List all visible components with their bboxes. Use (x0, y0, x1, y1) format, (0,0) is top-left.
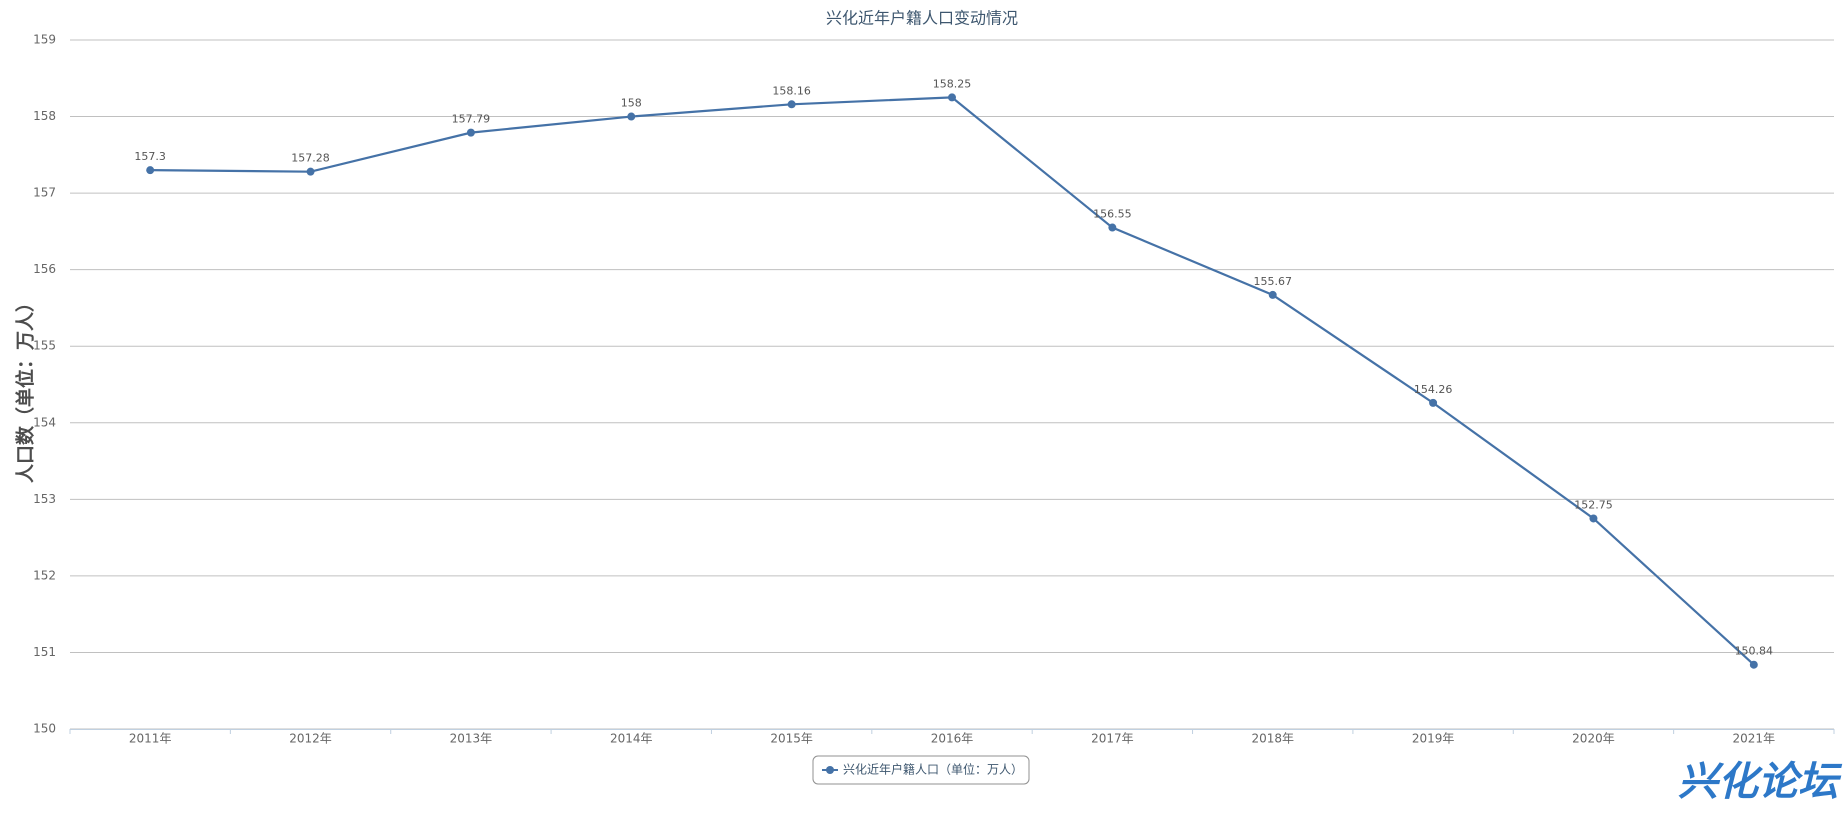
x-tick-label: 2012年 (289, 732, 332, 746)
x-tick-label: 2021年 (1733, 732, 1776, 746)
y-axis-title: 人口数（单位：万人） (14, 293, 37, 483)
y-tick-label: 158 (33, 109, 56, 123)
x-tick-label: 2019年 (1412, 732, 1455, 746)
data-label: 158 (621, 97, 642, 110)
y-tick-label: 152 (33, 568, 56, 582)
data-point (627, 112, 636, 121)
x-tick-label: 2011年 (129, 732, 172, 746)
y-tick-label: 156 (33, 262, 56, 276)
data-label: 157.28 (291, 152, 330, 165)
y-tick-label: 155 (33, 339, 56, 353)
y-tick-label: 150 (33, 722, 56, 736)
data-point (466, 128, 475, 137)
data-label: 157.79 (452, 113, 491, 126)
data-label: 158.16 (772, 84, 811, 97)
x-tick-label: 2020年 (1572, 732, 1615, 746)
data-label: 156.55 (1093, 208, 1132, 221)
data-label: 158.25 (933, 77, 972, 90)
data-label: 154.26 (1414, 383, 1453, 396)
data-point (948, 93, 956, 102)
x-tick-label: 2014年 (610, 732, 653, 746)
y-tick-label: 154 (33, 415, 56, 429)
data-label: 150.84 (1735, 645, 1774, 658)
data-label: 152.75 (1574, 498, 1613, 511)
watermark: 兴化论坛 (1678, 759, 1843, 805)
legend-label: 兴化近年户籍人口（单位：万人） (843, 762, 1023, 777)
x-tick-label: 2016年 (931, 732, 974, 746)
data-point (1589, 514, 1598, 523)
x-tick-label: 2017年 (1091, 732, 1134, 746)
legend-box (812, 755, 1030, 785)
data-point (1268, 290, 1277, 299)
data-point (1429, 398, 1438, 407)
series-line (150, 96, 1755, 666)
chart-title: 兴化近年户籍人口变动情况 (826, 9, 1018, 28)
y-tick-label: 159 (33, 33, 56, 47)
x-tick-label: 2013年 (450, 732, 493, 746)
x-tick-label: 2018年 (1251, 732, 1294, 746)
data-point (146, 166, 155, 175)
data-point (787, 100, 796, 109)
data-label: 155.67 (1253, 275, 1292, 288)
y-tick-label: 153 (33, 492, 56, 506)
x-tick-label: 2015年 (770, 732, 813, 746)
y-tick-label: 157 (33, 186, 56, 200)
data-point (1749, 660, 1758, 669)
data-point (306, 167, 315, 176)
y-tick-label: 151 (33, 645, 56, 659)
legend-marker (826, 766, 834, 774)
data-point (1108, 223, 1117, 232)
data-label: 157.3 (134, 150, 166, 163)
